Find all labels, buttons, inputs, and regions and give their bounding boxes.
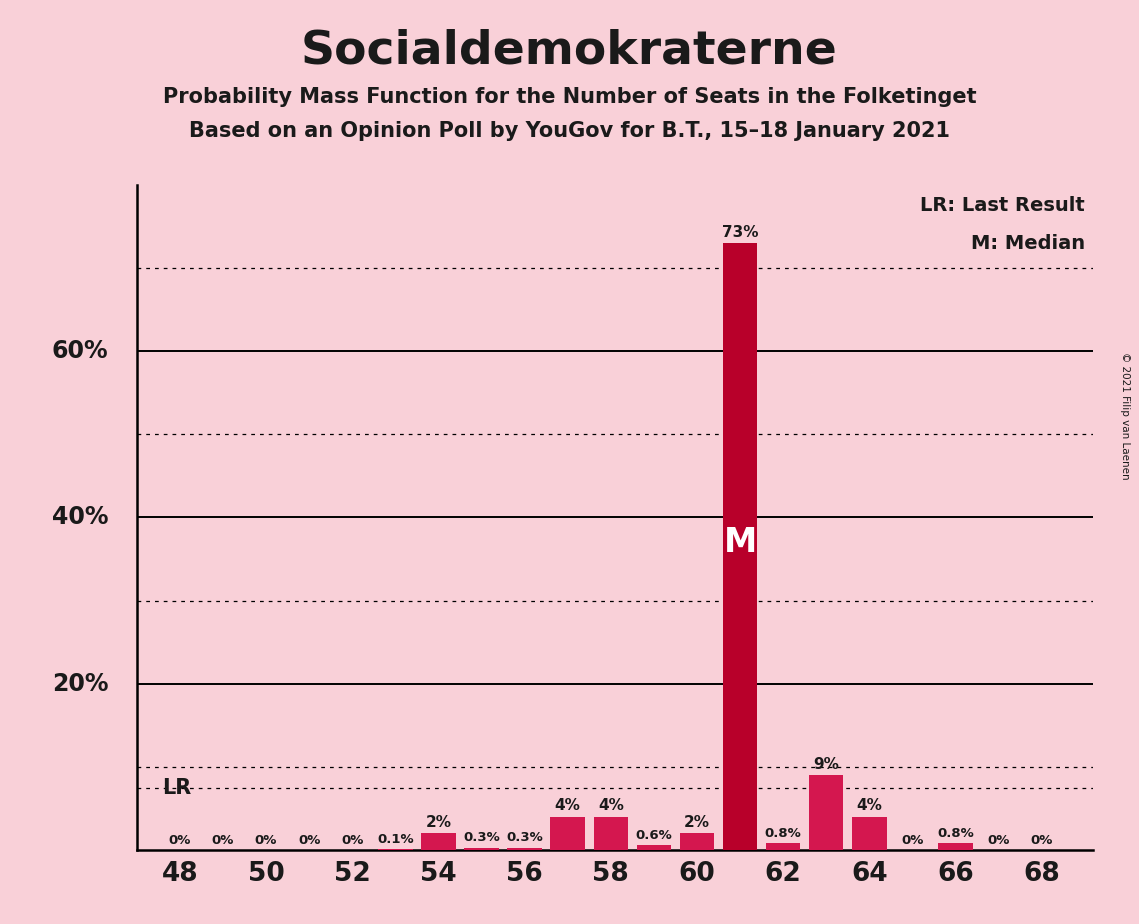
Bar [809, 775, 844, 850]
Text: 0.8%: 0.8% [937, 827, 974, 840]
Text: 2%: 2% [683, 815, 710, 830]
Text: 4%: 4% [857, 798, 883, 813]
Bar [939, 844, 973, 850]
Text: 0%: 0% [169, 833, 191, 846]
Bar [852, 817, 886, 850]
Text: M: Median: M: Median [970, 234, 1084, 252]
Bar [421, 833, 456, 850]
Text: 2%: 2% [425, 815, 451, 830]
Text: 4%: 4% [598, 798, 624, 813]
Text: 20%: 20% [51, 672, 108, 696]
Text: Socialdemokraterne: Socialdemokraterne [301, 29, 838, 73]
Bar [680, 833, 714, 850]
Text: 73%: 73% [722, 225, 759, 239]
Text: 40%: 40% [51, 505, 108, 529]
Text: M: M [723, 526, 756, 559]
Bar [593, 817, 628, 850]
Text: 4%: 4% [555, 798, 581, 813]
Text: 0%: 0% [1031, 833, 1052, 846]
Bar [637, 845, 671, 850]
Text: LR: Last Result: LR: Last Result [920, 196, 1084, 215]
Text: 9%: 9% [813, 757, 839, 772]
Text: 60%: 60% [51, 339, 108, 363]
Text: LR: LR [163, 778, 191, 797]
Text: 0.6%: 0.6% [636, 829, 672, 842]
Text: 0.1%: 0.1% [377, 833, 413, 846]
Text: 0%: 0% [212, 833, 233, 846]
Bar [507, 847, 542, 850]
Text: 0%: 0% [298, 833, 320, 846]
Bar [550, 817, 585, 850]
Text: 0.8%: 0.8% [764, 827, 802, 840]
Text: Probability Mass Function for the Number of Seats in the Folketinget: Probability Mass Function for the Number… [163, 87, 976, 107]
Text: © 2021 Filip van Laenen: © 2021 Filip van Laenen [1121, 352, 1130, 480]
Bar [465, 847, 499, 850]
Bar [765, 844, 801, 850]
Bar [723, 243, 757, 850]
Text: Based on an Opinion Poll by YouGov for B.T., 15–18 January 2021: Based on an Opinion Poll by YouGov for B… [189, 121, 950, 141]
Text: 0%: 0% [341, 833, 363, 846]
Text: 0%: 0% [988, 833, 1010, 846]
Text: 0%: 0% [901, 833, 924, 846]
Text: 0%: 0% [255, 833, 277, 846]
Text: 0.3%: 0.3% [464, 832, 500, 845]
Text: 0.3%: 0.3% [506, 832, 543, 845]
